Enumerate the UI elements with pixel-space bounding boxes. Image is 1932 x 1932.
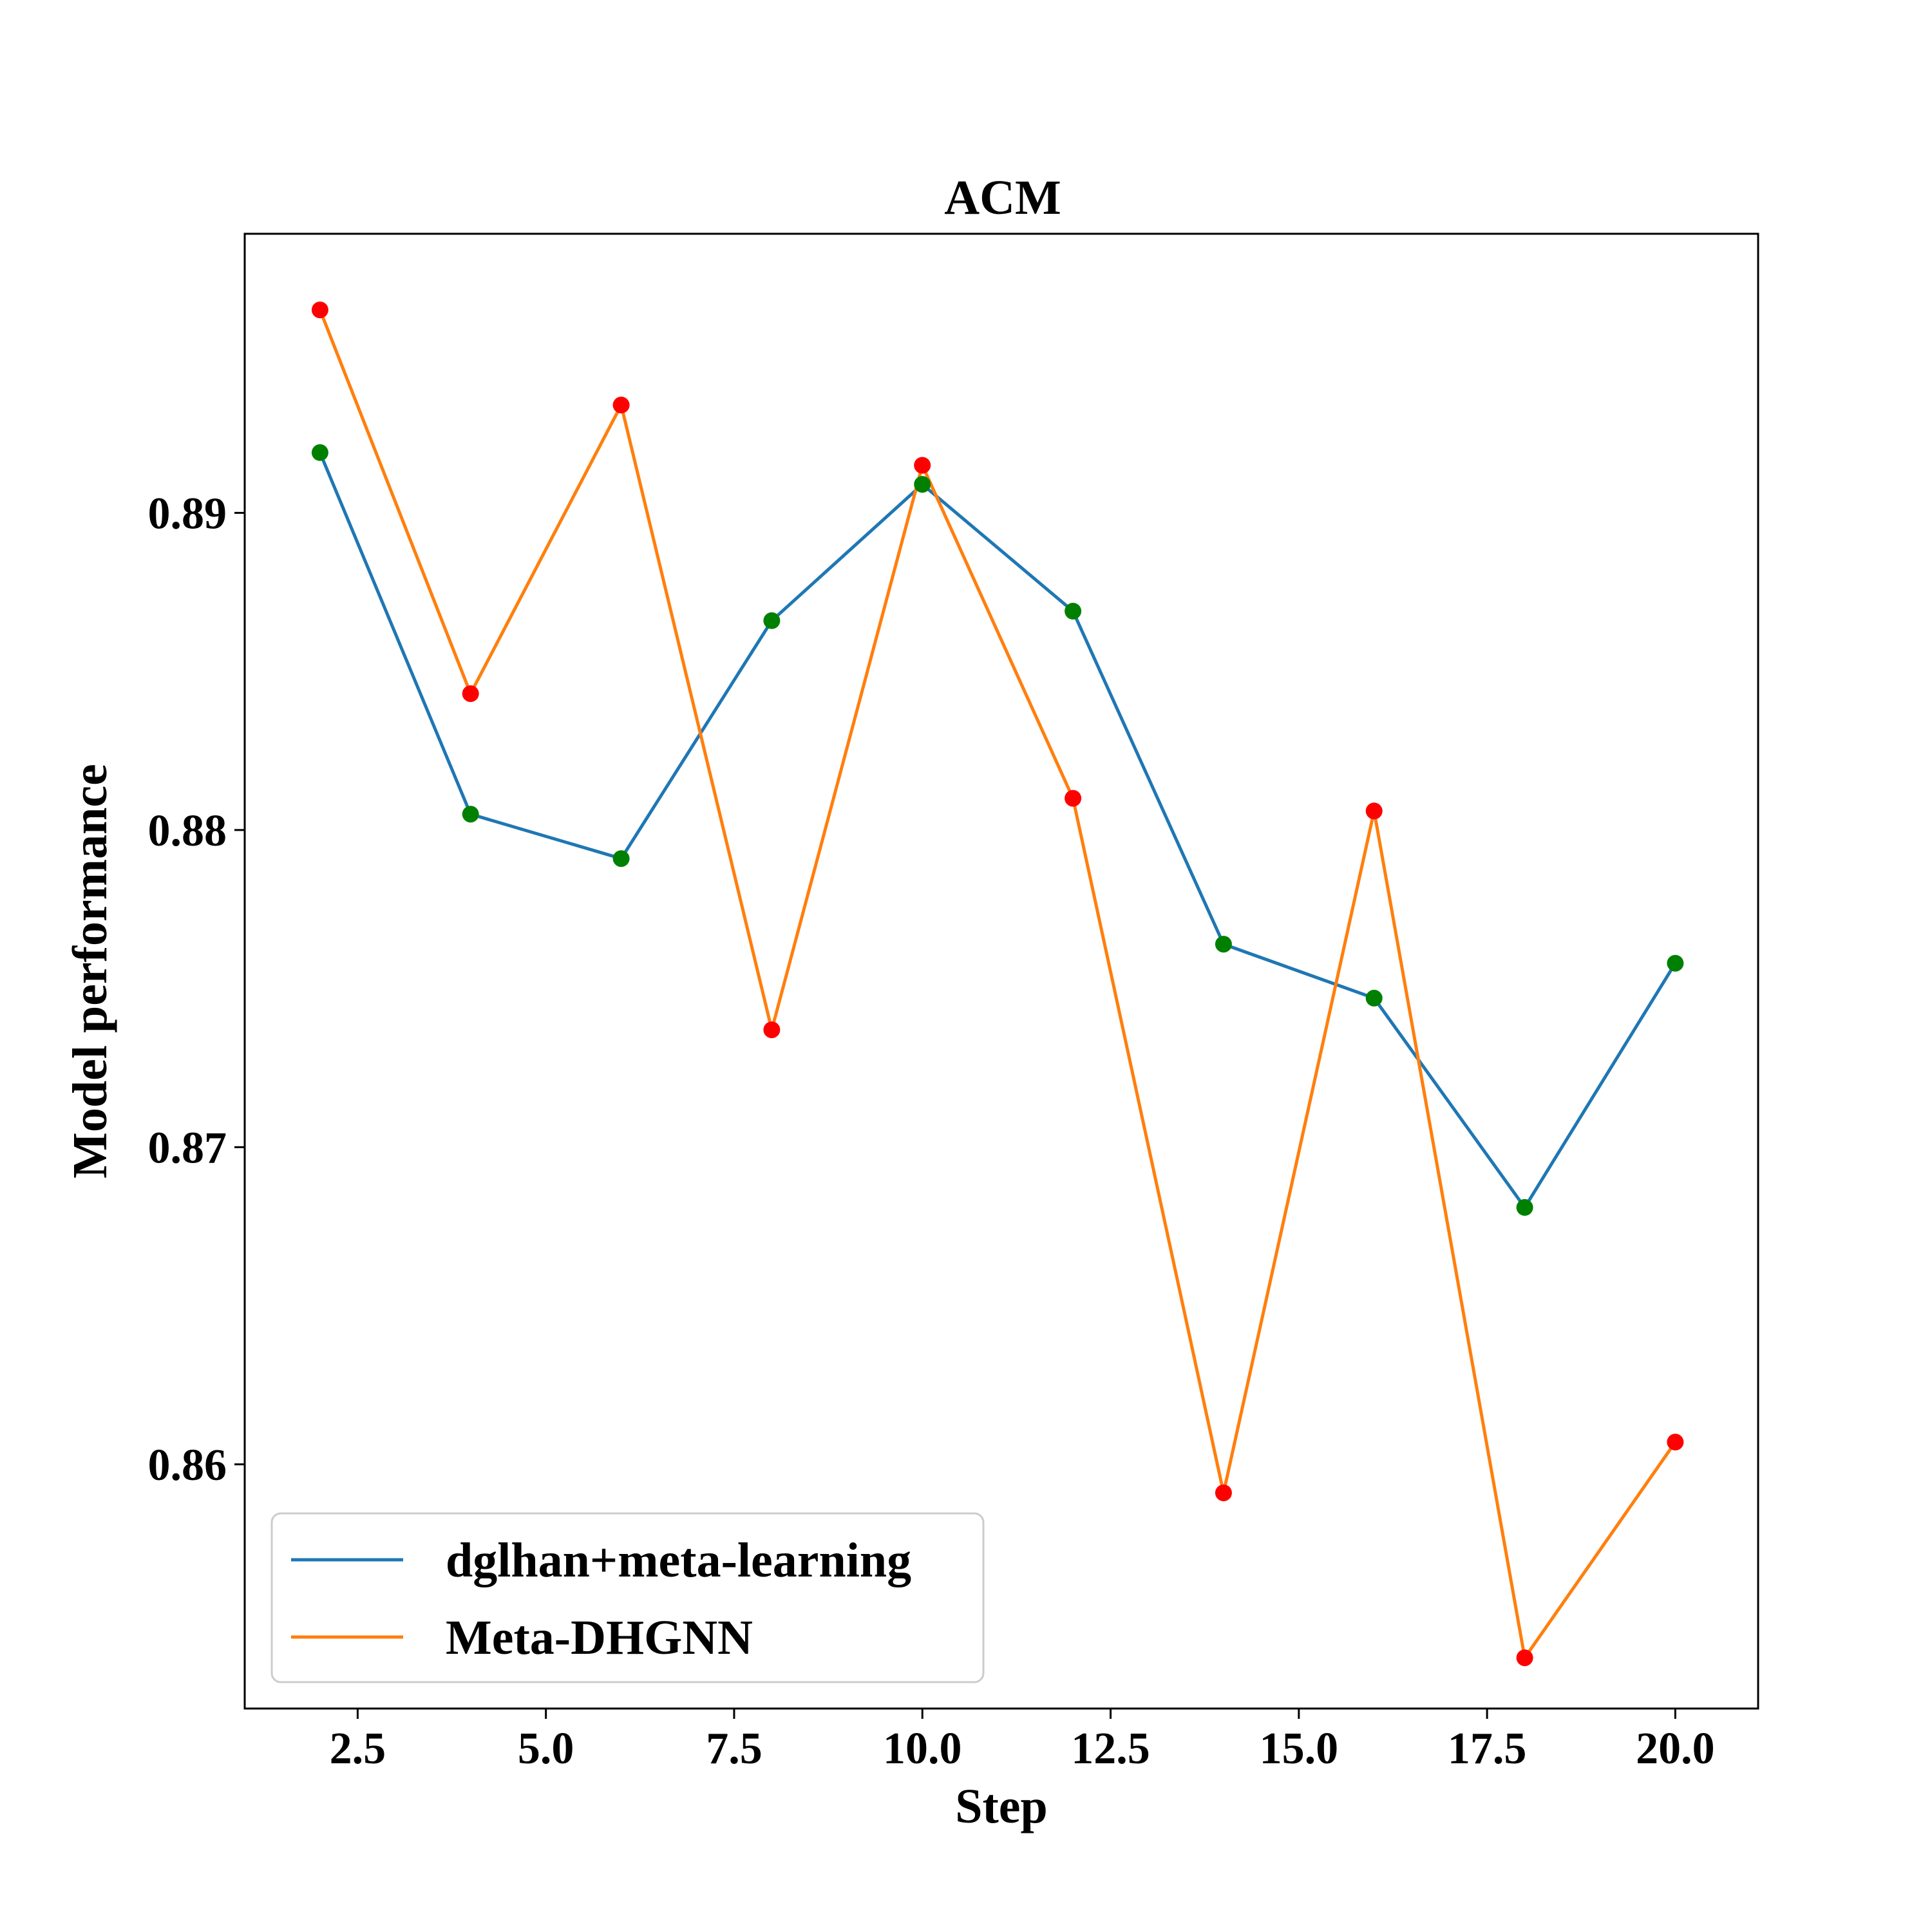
- series-1-point: [914, 476, 931, 493]
- series-2-point: [1215, 1484, 1232, 1502]
- x-tick-label: 15.0: [1260, 1724, 1339, 1774]
- series-2-point: [763, 1021, 781, 1039]
- plot-frame: [243, 232, 1759, 1710]
- series-2-point: [1516, 1649, 1533, 1667]
- series-2-point: [1065, 790, 1082, 807]
- series-1-point: [1516, 1198, 1533, 1216]
- y-axis: 0.86 0.87 0.88 0.89: [148, 489, 245, 1490]
- y-tick-label: 0.89: [148, 489, 227, 538]
- y-axis-label: Model performance: [63, 764, 117, 1179]
- series-2-point: [1365, 802, 1383, 820]
- series-2-point: [311, 301, 328, 319]
- x-tick-label: 7.5: [706, 1724, 762, 1774]
- legend-label-1: dglhan+meta-learning: [446, 1533, 911, 1587]
- x-axis: 2.5 5.0 7.5 10.0 12.5 15.0 17.5 20.0: [330, 1709, 1715, 1774]
- x-axis-label: Step: [955, 1779, 1048, 1833]
- series-1-point: [311, 444, 328, 461]
- series-1-point: [1215, 936, 1232, 953]
- series-line-1: [318, 451, 1677, 1209]
- x-tick-label: 5.0: [518, 1724, 574, 1774]
- series-1-point: [1365, 989, 1383, 1007]
- series-2-point: [1667, 1434, 1684, 1451]
- x-tick-label: 12.5: [1071, 1724, 1150, 1774]
- y-tick-label: 0.88: [148, 806, 227, 856]
- series-layer: [311, 301, 1684, 1667]
- series-1-point: [462, 806, 479, 823]
- chart-title: ACM: [944, 171, 1061, 225]
- series-2-point: [612, 396, 630, 413]
- x-tick-label: 2.5: [330, 1724, 386, 1774]
- series-1-point: [1667, 954, 1684, 972]
- legend: dglhan+meta-learning Meta-DHGNN: [270, 1512, 985, 1683]
- y-tick-label: 0.86: [148, 1441, 227, 1490]
- legend-label-2: Meta-DHGNN: [446, 1611, 753, 1665]
- x-tick-label: 17.5: [1448, 1724, 1527, 1774]
- series-2-point: [462, 685, 479, 703]
- series-1-point: [1065, 603, 1082, 620]
- x-tick-label: 20.0: [1636, 1724, 1715, 1774]
- x-tick-label: 10.0: [883, 1724, 962, 1774]
- series-1-point: [612, 850, 630, 867]
- legend-box: [270, 1512, 985, 1683]
- series-2-point: [914, 457, 931, 474]
- y-tick-label: 0.87: [148, 1123, 227, 1173]
- series-line-2: [318, 309, 1677, 1660]
- series-1-point: [763, 612, 781, 629]
